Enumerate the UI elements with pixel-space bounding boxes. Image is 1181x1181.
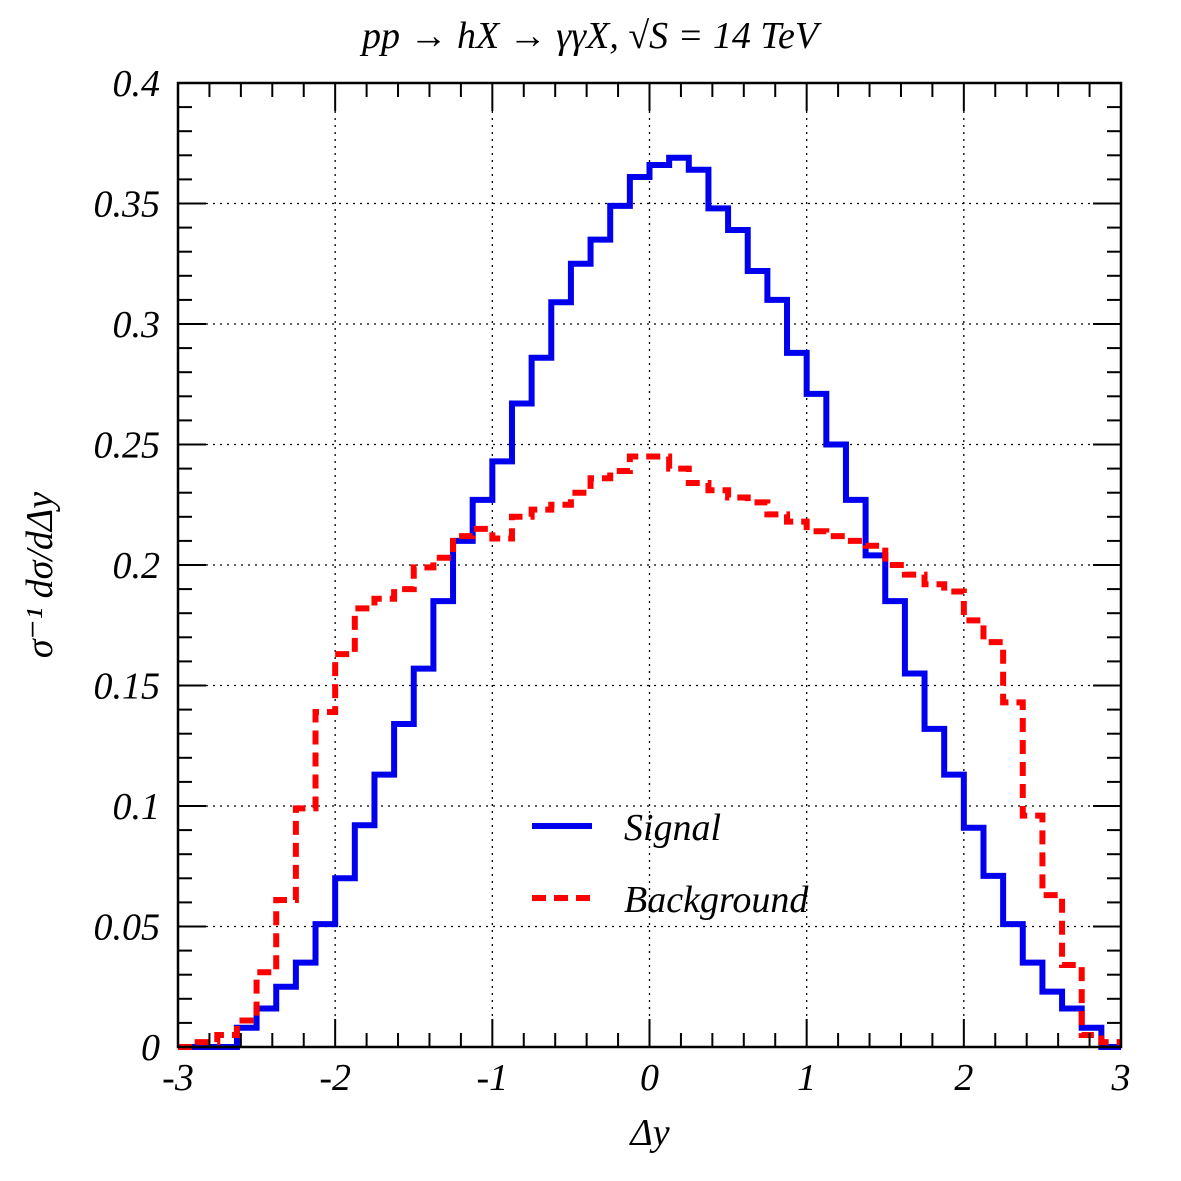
x-tick-label: 0 — [640, 1057, 659, 1099]
x-tick-label: 3 — [1111, 1057, 1131, 1099]
x-tick-label: 1 — [797, 1057, 816, 1099]
x-tick-label: -1 — [477, 1057, 509, 1099]
y-tick-label: 0.05 — [94, 907, 161, 949]
legend: Signal Background — [532, 807, 809, 921]
legend-signal-label: Signal — [624, 807, 721, 849]
chart-title-text: pp → hX → γγX, √S = 14 TeV — [359, 15, 822, 57]
plot-frame — [176, 81, 1123, 1049]
x-axis-ticks: -3 -2 -1 0 1 2 3 — [162, 1057, 1130, 1099]
series-signal-line — [178, 154, 1121, 1050]
legend-background-label: Background — [624, 879, 809, 921]
x-tick-label: 2 — [954, 1057, 973, 1099]
chart-title: pp → hX → γγX, √S = 14 TeV — [359, 15, 822, 57]
y-axis-ticks: 0 0.05 0.1 0.15 0.2 0.25 0.3 0.35 0.4 — [94, 63, 161, 1069]
series-background-line — [178, 453, 1121, 1050]
y-tick-label: 0.4 — [113, 63, 161, 105]
y-axis-label: σ⁻¹ dσ/dΔy — [19, 492, 61, 658]
x-tick-label: -3 — [162, 1057, 194, 1099]
y-tick-label: 0 — [141, 1027, 160, 1069]
y-tick-label: 0.3 — [113, 304, 161, 346]
y-tick-label: 0.35 — [94, 184, 161, 226]
y-tick-label: 0.25 — [94, 425, 161, 467]
x-tick-label: -2 — [319, 1057, 351, 1099]
y-tick-label: 0.1 — [113, 786, 161, 828]
x-axis-label: Δy — [628, 1112, 669, 1154]
y-tick-label: 0.2 — [113, 545, 161, 587]
y-tick-label: 0.15 — [94, 666, 161, 708]
series-layer — [178, 154, 1121, 1050]
